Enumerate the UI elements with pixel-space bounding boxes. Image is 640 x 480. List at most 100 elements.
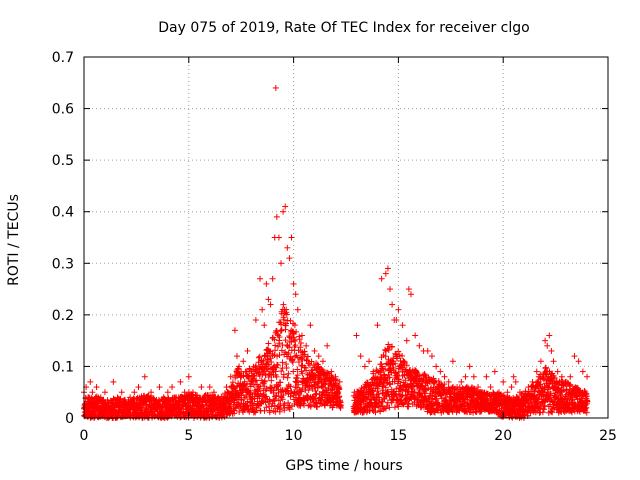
data-point [269, 275, 276, 282]
data-point [257, 275, 264, 282]
y-axis-label: ROTI / TECUs [6, 194, 22, 286]
data-point [357, 353, 364, 360]
y-tick-label: 0 [65, 411, 74, 427]
data-point [382, 270, 389, 277]
x-tick-label: 5 [184, 428, 193, 444]
data-point [395, 306, 402, 313]
chart-title: Day 075 of 2019, Rate Of TEC Index for r… [158, 20, 529, 36]
data-point [428, 353, 435, 360]
x-tick-label: 0 [80, 428, 89, 444]
data-point [567, 373, 574, 380]
y-tick-label: 0.7 [52, 50, 74, 66]
data-point [458, 378, 465, 385]
data-point [156, 384, 163, 391]
data-point [544, 342, 551, 349]
x-tick-labels: 0 5 10 15 20 25 [80, 428, 617, 444]
data-point [571, 353, 578, 360]
data-point [101, 389, 108, 396]
band-point [176, 410, 183, 417]
data-point [294, 306, 301, 313]
data-point [487, 384, 494, 391]
data-point [537, 358, 544, 365]
x-tick-label: 15 [389, 428, 407, 444]
data-point [384, 265, 391, 272]
data-point [164, 389, 171, 396]
data-point [449, 358, 456, 365]
band-point [280, 301, 287, 308]
data-point [542, 337, 549, 344]
data-point [405, 286, 412, 293]
data-point [361, 363, 368, 370]
data-point [290, 280, 297, 287]
data-point [437, 368, 444, 375]
data-point [265, 296, 272, 303]
data-point [261, 322, 268, 329]
data-point [131, 389, 138, 396]
data-point [110, 378, 117, 385]
band-point [278, 368, 285, 375]
y-tick-label: 0.3 [52, 256, 74, 272]
data-point [282, 203, 289, 210]
x-tick-label: 10 [285, 428, 303, 444]
data-point [311, 347, 318, 354]
data-point [512, 378, 519, 385]
data-point [366, 358, 373, 365]
data-points [81, 84, 591, 421]
data-point [424, 347, 431, 354]
band-point [265, 340, 272, 347]
data-point [315, 353, 322, 360]
data-point [374, 322, 381, 329]
data-point [273, 213, 280, 220]
plot-frame [83, 56, 609, 419]
band-point [542, 364, 549, 371]
data-point [510, 373, 517, 380]
data-point [575, 358, 582, 365]
data-point [223, 384, 230, 391]
data-point [470, 373, 477, 380]
data-point [227, 373, 234, 380]
data-point [284, 244, 291, 251]
data-point [280, 208, 287, 215]
data-point [462, 373, 469, 380]
data-point [307, 322, 314, 329]
data-point [206, 384, 213, 391]
data-point [353, 332, 360, 339]
data-point [533, 368, 540, 375]
data-point [433, 363, 440, 370]
data-point [324, 342, 331, 349]
axis-ticks [83, 56, 609, 419]
data-point [141, 373, 148, 380]
data-point [407, 291, 414, 298]
data-point [319, 358, 326, 365]
band-point [297, 340, 304, 347]
data-point [234, 353, 241, 360]
data-point [286, 255, 293, 262]
band-point [385, 347, 392, 354]
y-tick-label: 0.5 [52, 153, 74, 169]
data-point [244, 347, 251, 354]
band-point [541, 406, 548, 413]
data-point [403, 337, 410, 344]
data-point [118, 389, 125, 396]
y-tick-label: 0.2 [52, 308, 74, 324]
data-point [240, 358, 247, 365]
data-point [267, 301, 274, 308]
y-tick-label: 0.1 [52, 359, 74, 375]
data-point [198, 384, 205, 391]
y-tick-label: 0.4 [52, 205, 74, 221]
y-tick-label: 0.6 [52, 102, 74, 118]
band-point [293, 374, 300, 381]
data-point [292, 291, 299, 298]
data-point [508, 384, 515, 391]
data-point [412, 332, 419, 339]
x-axis-label: GPS time / hours [285, 458, 402, 474]
data-point [87, 378, 94, 385]
data-point [546, 332, 553, 339]
x-tick-label: 25 [599, 428, 617, 444]
data-point [378, 275, 385, 282]
data-point [288, 234, 295, 241]
data-point [278, 260, 285, 267]
data-point [259, 306, 266, 313]
data-point [89, 389, 96, 396]
